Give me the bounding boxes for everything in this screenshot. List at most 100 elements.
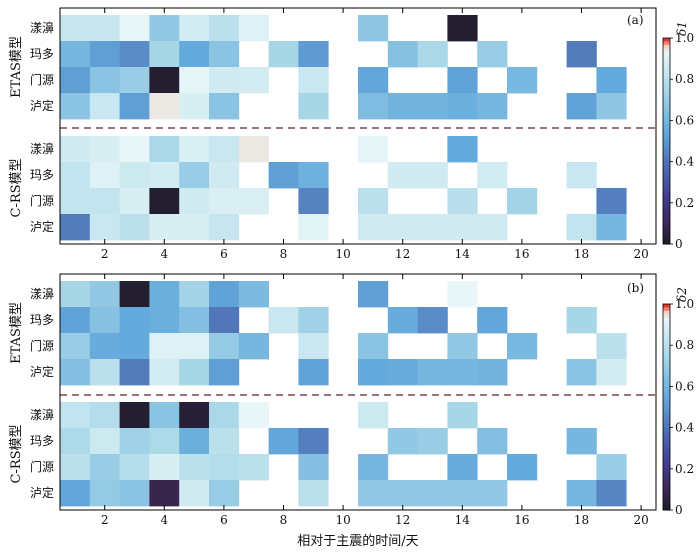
row-label: 门源 bbox=[30, 72, 54, 87]
colorbar-segment bbox=[663, 113, 670, 118]
colorbar-segment bbox=[663, 92, 670, 97]
heat-cell bbox=[89, 359, 120, 386]
heat-cell bbox=[149, 214, 180, 241]
heat-cell bbox=[298, 188, 329, 215]
colorbar-segment bbox=[663, 120, 670, 125]
heat-cell bbox=[89, 67, 120, 94]
colorbar-tick-label: 0 bbox=[675, 237, 683, 251]
colorbar-segment bbox=[663, 199, 670, 204]
colorbar-segment bbox=[663, 355, 670, 360]
group-label: ETAS模型 bbox=[9, 302, 24, 364]
heat-cell bbox=[179, 41, 210, 68]
heat-cell bbox=[89, 136, 120, 163]
colorbar-segment bbox=[663, 147, 670, 152]
panel-b-label: (b) bbox=[627, 281, 644, 295]
heat-cell bbox=[119, 454, 150, 481]
heat-cell bbox=[89, 281, 120, 308]
colorbar-segment bbox=[663, 161, 670, 166]
colorbar-segment bbox=[663, 38, 670, 42]
colorbar-segment bbox=[663, 134, 670, 139]
heat-cell bbox=[119, 93, 150, 120]
heat-cell bbox=[179, 307, 210, 334]
heat-cell bbox=[358, 188, 389, 215]
heat-cell bbox=[596, 333, 627, 360]
colorbar-segment bbox=[663, 68, 670, 73]
heat-cell bbox=[447, 480, 478, 507]
colorbar-segment bbox=[663, 448, 670, 453]
colorbar-segment bbox=[663, 195, 670, 200]
colorbar-segment bbox=[663, 396, 670, 401]
heat-cell bbox=[119, 41, 150, 68]
colorbar-segment bbox=[663, 130, 670, 135]
heat-cell bbox=[119, 402, 150, 429]
heat-cell bbox=[60, 454, 91, 481]
colorbar-segment bbox=[663, 310, 670, 315]
colorbar-segment bbox=[663, 382, 670, 387]
heat-cell bbox=[358, 214, 389, 241]
colorbar-segment bbox=[663, 233, 670, 238]
colorbar-segment bbox=[663, 334, 670, 339]
panel-a-colorbar-label: δ1 bbox=[675, 21, 689, 36]
row-label: 门源 bbox=[30, 338, 54, 353]
heat-cell bbox=[149, 359, 180, 386]
colorbar-segment bbox=[663, 338, 670, 343]
heat-cell bbox=[596, 188, 627, 215]
heat-cell bbox=[209, 214, 240, 241]
heat-cell bbox=[119, 428, 150, 455]
heat-cell bbox=[268, 307, 299, 334]
heat-cell bbox=[387, 214, 418, 241]
heat-cell bbox=[268, 162, 299, 189]
group-label: C-RS模型 bbox=[9, 158, 24, 217]
heat-cell bbox=[60, 307, 91, 334]
panel-a-x-ticks: 2 4 6 8 10 12 14 16 18 20 bbox=[101, 8, 649, 261]
colorbar-segment bbox=[663, 369, 670, 374]
colorbar-segment bbox=[663, 485, 670, 490]
heat-cell bbox=[209, 428, 240, 455]
heat-cell bbox=[447, 136, 478, 163]
colorbar-tick-label: 0.8 bbox=[675, 72, 694, 86]
heat-cell bbox=[447, 454, 478, 481]
x-tick-label: 4 bbox=[160, 513, 168, 527]
colorbar-segment bbox=[663, 219, 670, 224]
heat-cell bbox=[179, 402, 210, 429]
colorbar-segment bbox=[663, 341, 670, 346]
colorbar-segment bbox=[663, 307, 670, 312]
heat-cell bbox=[179, 136, 210, 163]
colorbar-segment bbox=[663, 444, 670, 449]
heat-cell bbox=[209, 136, 240, 163]
heat-cell bbox=[387, 162, 418, 189]
colorbar-segment bbox=[663, 372, 670, 377]
group-label: ETAS模型 bbox=[9, 36, 24, 98]
colorbar-segment bbox=[663, 393, 670, 398]
colorbar-segment bbox=[663, 79, 670, 84]
colorbar-segment bbox=[663, 171, 670, 176]
heat-cell bbox=[60, 281, 91, 308]
row-label: 泸定 bbox=[30, 364, 54, 379]
heat-cell bbox=[60, 67, 91, 94]
colorbar-segment bbox=[663, 424, 670, 429]
heat-cell bbox=[417, 480, 448, 507]
heat-cell bbox=[60, 333, 91, 360]
heat-cell bbox=[149, 41, 180, 68]
colorbar-segment bbox=[663, 465, 670, 470]
colorbar-segment bbox=[663, 437, 670, 442]
x-tick-label: 10 bbox=[335, 247, 350, 261]
colorbar-segment bbox=[663, 182, 670, 187]
heat-cell bbox=[89, 480, 120, 507]
heat-cell bbox=[298, 41, 329, 68]
heat-cell bbox=[298, 359, 329, 386]
heat-cell bbox=[507, 333, 538, 360]
panel-a-cells bbox=[60, 15, 627, 241]
colorbar-segment bbox=[663, 489, 670, 494]
heat-cell bbox=[298, 333, 329, 360]
panel-b-frame bbox=[59, 273, 657, 511]
heat-cell bbox=[179, 93, 210, 120]
heat-cell bbox=[179, 214, 210, 241]
colorbar-segment bbox=[663, 106, 670, 111]
heat-cell bbox=[149, 454, 180, 481]
heat-cell bbox=[119, 214, 150, 241]
colorbar-segment bbox=[663, 151, 670, 156]
heat-cell bbox=[417, 428, 448, 455]
colorbar-segment bbox=[663, 407, 670, 411]
